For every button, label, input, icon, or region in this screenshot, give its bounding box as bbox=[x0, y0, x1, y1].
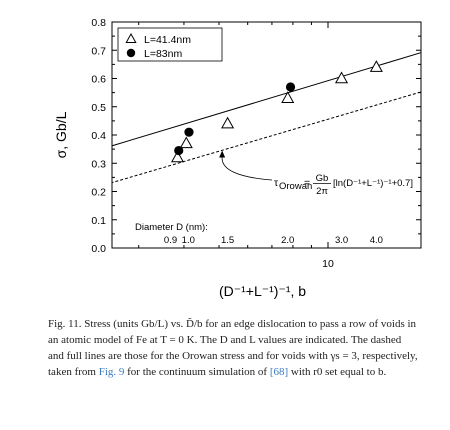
x-tick-label: 10 bbox=[322, 258, 334, 270]
orowan-arrow-curve bbox=[221, 156, 273, 181]
data-point-triangle bbox=[170, 150, 185, 163]
caption-text-1: Fig. 11. Stress (units Gb/L) vs. D̃/b fo… bbox=[48, 318, 418, 378]
y-axis-label: σ, Gb/L bbox=[53, 111, 69, 158]
y-tick-label: 0.0 bbox=[91, 243, 106, 255]
orowan-formula-bracket: [ln(D⁻¹+L⁻¹)⁻¹+0.7] bbox=[333, 178, 413, 189]
diameter-label: 0.9 bbox=[164, 235, 177, 246]
legend-label: L=41.4nm bbox=[144, 34, 191, 46]
diameter-label: 1.0 bbox=[182, 235, 195, 246]
caption-text-3: with r0 set equal to b. bbox=[288, 366, 387, 378]
data-point-circle bbox=[184, 127, 194, 137]
caption-text-2: for the continuum simulation of bbox=[124, 366, 270, 378]
diameter-label: 1.5 bbox=[221, 235, 234, 246]
data-point-triangle bbox=[369, 60, 383, 72]
plot-area: 0.0 0.1 0.2 0.3 0.4 0.5 0.6 0.7 0.8 10 σ, Gb/L (D⁻¹… bbox=[53, 17, 422, 299]
void-solid-line bbox=[112, 52, 421, 147]
legend-box bbox=[117, 27, 223, 62]
data-point-circle bbox=[174, 145, 184, 156]
diameter-label: 2.0 bbox=[281, 235, 294, 246]
diameter-label: 3.0 bbox=[335, 235, 348, 246]
y-tick-label: 0.6 bbox=[91, 74, 106, 86]
orowan-formula-subscript: Orowan bbox=[279, 181, 312, 192]
legend-triangle-marker bbox=[125, 32, 137, 43]
y-tick-label: 0.1 bbox=[91, 215, 106, 227]
legend-label: L=83nm bbox=[144, 48, 182, 60]
y-tick-label: 0.8 bbox=[91, 17, 106, 29]
y-tick-label: 0.5 bbox=[91, 102, 106, 114]
caption-figure-link[interactable]: Fig. 9 bbox=[98, 366, 125, 378]
y-tick-label: 0.4 bbox=[91, 130, 106, 142]
y-tick-label: 0.2 bbox=[91, 187, 106, 199]
legend-circle-marker bbox=[126, 48, 136, 58]
orowan-formula-denominator: 2π bbox=[316, 186, 328, 197]
orowan-formula-numerator: Gb bbox=[316, 173, 329, 184]
chart: 0.0 0.1 0.2 0.3 0.4 0.5 0.6 0.7 0.8 10 σ, Gb/L (D⁻¹… bbox=[53, 17, 422, 299]
orowan-dashed-line bbox=[112, 91, 421, 184]
figure-caption: Fig. 11. Stress (units Gb/L) vs. D̃/b fo… bbox=[48, 316, 418, 380]
y-tick-label: 0.3 bbox=[91, 158, 106, 170]
orowan-formula-equals: = bbox=[304, 177, 310, 189]
legend: L=41.4nm L=83nm bbox=[117, 27, 223, 62]
diameter-annotation-title: Diameter D (nm): bbox=[135, 222, 208, 233]
diameter-label: 4.0 bbox=[370, 235, 383, 246]
y-tick-label: 0.7 bbox=[91, 45, 106, 57]
x-axis-label: (D⁻¹+L⁻¹)⁻¹, b bbox=[219, 283, 306, 299]
data-point-triangle bbox=[334, 71, 349, 84]
data-point-triangle bbox=[281, 91, 295, 103]
orowan-arrow-head bbox=[219, 150, 226, 158]
data-point-triangle bbox=[221, 116, 235, 129]
data-point-triangle bbox=[179, 136, 193, 149]
orowan-formula-tau: τ bbox=[274, 177, 279, 189]
data-point-circle bbox=[285, 82, 296, 92]
caption-citation-link[interactable]: [68] bbox=[269, 366, 289, 378]
